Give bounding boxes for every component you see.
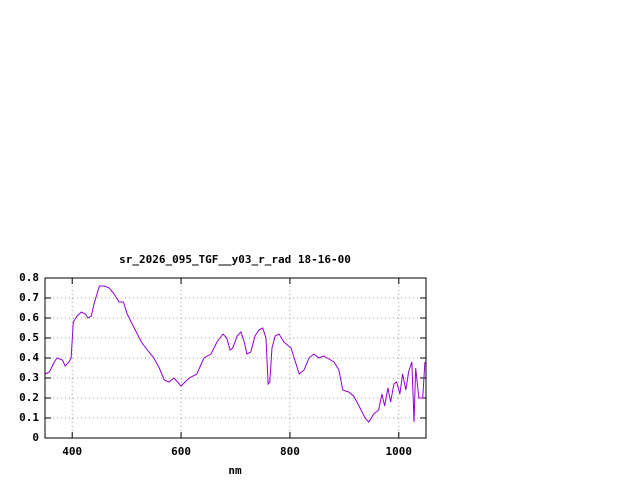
plot-border <box>44 277 427 439</box>
y-tick-label: 0.6 <box>19 311 39 324</box>
y-tick-label: 0.7 <box>19 291 39 304</box>
data-line <box>44 285 426 423</box>
y-tick-label: 0 <box>32 431 39 444</box>
x-axis-label: nm <box>228 464 242 477</box>
y-tick-label: 0.8 <box>19 271 39 284</box>
chart-title: sr_2026_095_TGF__y03_r_rad 18-16-00 <box>119 253 351 266</box>
x-tick-label: 600 <box>171 445 191 458</box>
x-tick-label: 800 <box>280 445 300 458</box>
y-tick-label: 0.1 <box>19 411 39 424</box>
y-tick-label: 0.2 <box>19 391 39 404</box>
x-tick-label: 1000 <box>386 445 413 458</box>
y-tick-label: 0.5 <box>19 331 39 344</box>
y-tick-label: 0.3 <box>19 371 39 384</box>
x-tick-label: 400 <box>62 445 82 458</box>
y-tick-label: 0.4 <box>19 351 39 364</box>
